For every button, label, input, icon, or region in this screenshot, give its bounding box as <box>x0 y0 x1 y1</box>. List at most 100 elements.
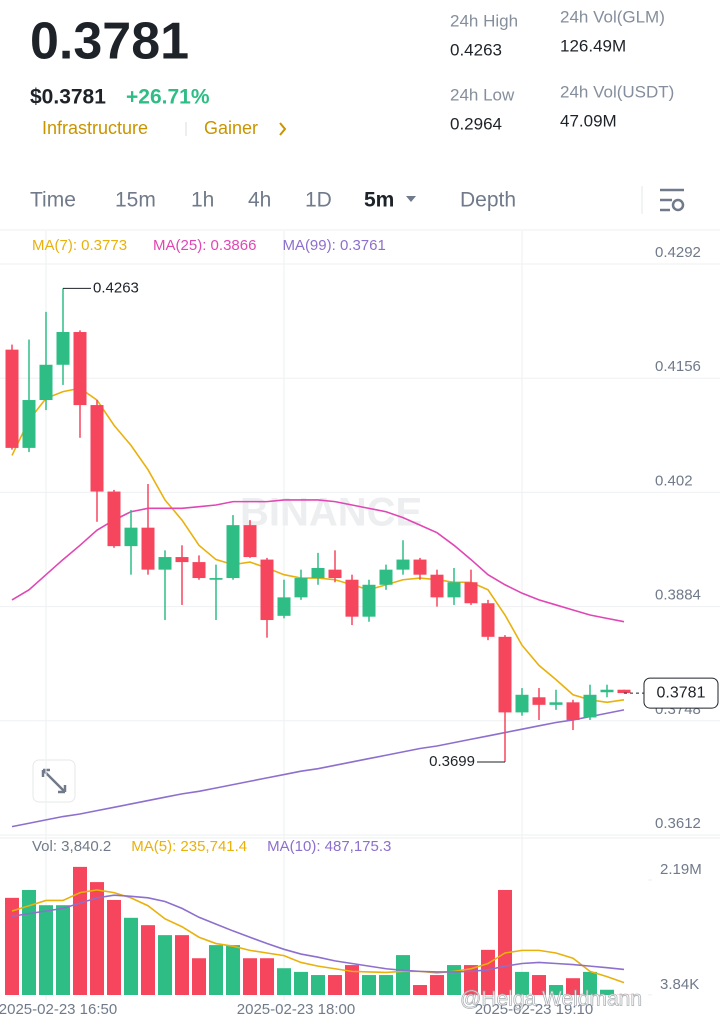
volume-bar <box>498 889 512 995</box>
candle-body <box>498 636 512 713</box>
tab[interactable]: 1D <box>305 189 332 212</box>
volume-bar <box>413 985 427 995</box>
chevron <box>279 122 287 136</box>
candle-body <box>277 597 291 616</box>
candle-body <box>481 603 495 637</box>
stat-value: 126.49M <box>560 36 626 55</box>
candle-body <box>311 567 325 579</box>
candle-body <box>22 400 36 448</box>
candle-body <box>209 578 223 580</box>
x-tick-label: 2025-02-23 19:10 <box>475 1001 593 1018</box>
ma-line <box>11 709 625 828</box>
candle-body <box>600 689 614 693</box>
candle-body <box>345 579 359 617</box>
volume-bar <box>141 925 155 995</box>
volume-bar <box>294 971 308 995</box>
candle-body <box>413 559 427 575</box>
tab[interactable]: 5m <box>364 189 394 212</box>
candle-body <box>549 702 563 705</box>
candle-body <box>430 574 444 598</box>
tab[interactable]: 4h <box>248 189 271 212</box>
tag[interactable]: Infrastructure <box>42 118 148 138</box>
last-price-box <box>643 677 719 709</box>
legend-entry: MA(7): 0.3773 <box>32 237 127 254</box>
candle-body <box>56 332 70 365</box>
x-tick-label: 2025-02-23 16:50 <box>0 1001 117 1018</box>
volume-ma-line <box>11 894 625 973</box>
legend-entry: MA(25): 0.3866 <box>153 237 256 254</box>
price: 0.3781 <box>30 13 189 71</box>
volume-bar <box>56 905 70 995</box>
tag[interactable]: Gainer <box>204 118 258 138</box>
candle-body <box>260 559 274 621</box>
candle-body <box>447 582 461 598</box>
volume-bar <box>175 935 189 995</box>
legend-entry: MA(99): 0.3761 <box>282 237 385 254</box>
volume-bar <box>515 971 529 995</box>
volume-bar <box>464 965 478 995</box>
candle-body <box>243 525 257 558</box>
tab[interactable]: 15m <box>115 189 156 212</box>
volume-bar <box>192 958 206 995</box>
volume-bar <box>430 975 444 995</box>
candle-body <box>39 364 53 401</box>
candle-body <box>175 557 189 563</box>
stat-label: 24h Vol(GLM) <box>560 7 665 26</box>
volume-bar <box>362 975 376 995</box>
volume-bar <box>107 899 121 995</box>
candle-body <box>73 332 87 406</box>
low-label: 0.3699 <box>429 753 475 770</box>
candle-body <box>362 584 376 617</box>
candle-body <box>294 578 308 598</box>
tab[interactable]: 1h <box>191 189 214 212</box>
candle-body <box>226 525 240 579</box>
volume-bar <box>532 975 546 995</box>
y-tick-label: 0.3612 <box>655 815 701 832</box>
stat-label: 24h Vol(USDT) <box>560 82 674 101</box>
y-tick-label: 0.3884 <box>655 587 701 604</box>
credit: @Helga Weldmann <box>460 988 642 1011</box>
volume-bar <box>22 889 36 995</box>
candle-body <box>141 527 155 570</box>
stat-label: 24h Low <box>450 85 515 104</box>
stat-value: 47.09M <box>560 111 617 130</box>
volume-bar <box>328 975 342 995</box>
tab[interactable]: Time <box>30 189 76 212</box>
volume-bar <box>73 866 87 995</box>
volume-bar <box>209 945 223 995</box>
volume-bar <box>90 882 104 995</box>
candle-body <box>90 405 104 492</box>
volume-bar <box>549 985 563 995</box>
candle-body <box>583 694 597 718</box>
volume-bar <box>5 897 19 995</box>
y-tick-label: 0.402 <box>655 472 693 489</box>
volume-bar <box>566 978 580 995</box>
change: +26.71% <box>126 86 210 109</box>
tab[interactable]: Depth <box>460 189 516 212</box>
y-tick-label: 0.4292 <box>655 244 701 261</box>
x-tick-label: 2025-02-23 18:00 <box>237 1001 355 1018</box>
volume-bar <box>158 935 172 995</box>
candle-body <box>515 694 529 713</box>
candle-body <box>5 349 19 448</box>
volume-bar <box>243 958 257 995</box>
volume-bar <box>226 945 240 995</box>
y-tick-label: 0.4156 <box>655 358 701 375</box>
volume-title: Vol: 3,840.2 <box>32 838 111 855</box>
volume-bar <box>277 968 291 995</box>
volume-bar <box>396 955 410 995</box>
candle-body <box>379 569 393 585</box>
candle-body <box>566 702 580 720</box>
candle-body <box>107 491 121 547</box>
candle-body <box>192 562 206 579</box>
stat-value: 0.2964 <box>450 114 502 133</box>
y-tick-label: 2.19M <box>660 861 702 878</box>
settings-icon[interactable] <box>660 188 685 212</box>
watermark: BINANCE <box>240 491 422 535</box>
volume-bar <box>311 975 325 995</box>
last-price-label: 0.3781 <box>657 684 706 701</box>
candle-body <box>396 559 410 570</box>
volume-bar <box>260 958 274 995</box>
